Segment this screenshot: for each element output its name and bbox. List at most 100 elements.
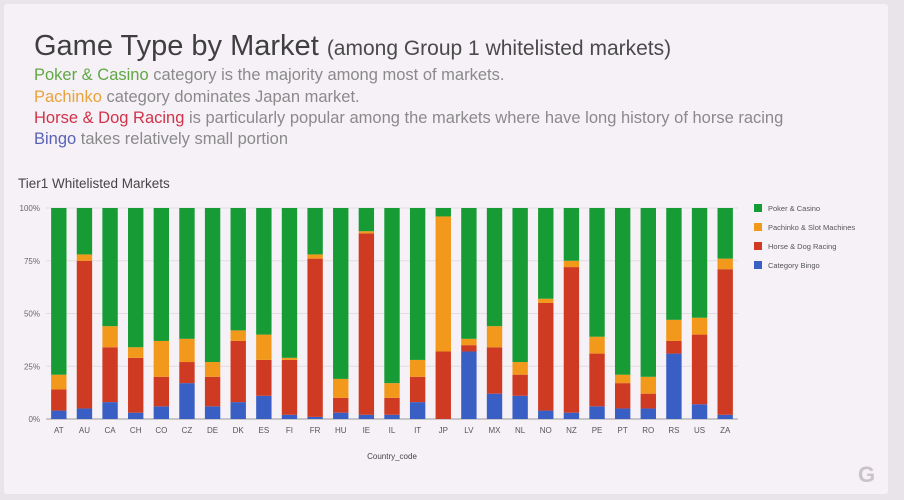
- bar-segment: [333, 397, 349, 413]
- y-tick-label: 75%: [24, 257, 40, 266]
- bar-segment: [384, 397, 400, 415]
- legend-swatch: [754, 204, 762, 212]
- bar-segment: [409, 402, 426, 419]
- bar-segment: [461, 351, 477, 419]
- bar-segment: [717, 414, 733, 419]
- bar-segment: [230, 340, 246, 403]
- bar-segment: [358, 233, 375, 415]
- bar-segment: [128, 357, 144, 413]
- bar-segment: [538, 302, 554, 411]
- x-axis-label: Country_code: [367, 452, 417, 461]
- bar-segment: [307, 416, 323, 419]
- x-tick-label: IE: [363, 426, 371, 435]
- bar-segment: [563, 208, 580, 261]
- x-tick-label: RS: [668, 426, 679, 435]
- note-poker-highlight: Poker & Casino: [34, 66, 149, 84]
- bar-segment: [384, 208, 400, 384]
- bar-segment: [76, 408, 93, 419]
- y-tick-label: 25%: [24, 362, 40, 371]
- chart-title: Tier1 Whitelisted Markets: [18, 176, 170, 191]
- note-horse: Horse & Dog Racing is particularly popul…: [34, 109, 783, 128]
- x-tick-label: DE: [207, 426, 218, 435]
- slide-title-suffix: (among Group 1 whitelisted markets): [326, 37, 672, 60]
- bar-segment: [128, 347, 144, 358]
- bar-segment: [256, 359, 272, 396]
- bar-segment: [51, 389, 67, 411]
- bar-segment: [435, 208, 451, 217]
- bar-segment: [179, 383, 195, 419]
- x-tick-label: CH: [130, 426, 142, 435]
- bar-segment: [538, 298, 554, 303]
- x-tick-label: ZA: [720, 426, 731, 435]
- bar-segment: [128, 412, 144, 419]
- bar-segment: [717, 208, 733, 259]
- bar-segment: [307, 258, 323, 417]
- x-tick-label: PT: [618, 426, 628, 435]
- x-tick-label: NO: [540, 426, 552, 435]
- bar-segment: [486, 208, 503, 327]
- bar-segment: [589, 406, 605, 419]
- bar-segment: [230, 330, 246, 341]
- bar-segment: [666, 208, 682, 320]
- bar-segment: [640, 376, 656, 394]
- bar-segment: [76, 208, 93, 255]
- note-bingo: Bingo takes relatively small portion: [34, 130, 288, 149]
- note-pachinko-text: category dominates Japan market.: [101, 88, 360, 106]
- slide-title: Game Type by Market (among Group 1 white…: [34, 30, 671, 63]
- y-tick-label: 0%: [28, 415, 40, 424]
- bar-segment: [281, 357, 298, 360]
- bar-segment: [691, 404, 708, 419]
- x-tick-label: IL: [389, 426, 396, 435]
- x-tick-label: HU: [335, 426, 347, 435]
- note-poker: Poker & Casino category is the majority …: [34, 66, 504, 85]
- x-tick-label: FI: [286, 426, 293, 435]
- bar-segment: [563, 267, 580, 413]
- bar-segment: [486, 326, 503, 348]
- x-tick-label: LV: [464, 426, 474, 435]
- note-bingo-text: takes relatively small portion: [76, 130, 289, 148]
- bar-segment: [281, 359, 298, 415]
- bar-segment: [512, 362, 528, 375]
- note-poker-text: category is the majority among most of m…: [148, 66, 505, 84]
- x-tick-label: PE: [592, 426, 603, 435]
- legend-swatch: [754, 242, 762, 250]
- bar-segment: [153, 208, 170, 341]
- bar-segment: [230, 402, 246, 419]
- x-tick-label: FR: [310, 426, 321, 435]
- x-tick-label: NL: [515, 426, 526, 435]
- x-tick-label: CO: [155, 426, 167, 435]
- x-tick-label: MX: [489, 426, 502, 435]
- note-horse-highlight: Horse & Dog Racing: [34, 109, 185, 127]
- x-tick-label: CA: [105, 426, 117, 435]
- bar-segment: [538, 208, 554, 299]
- bar-segment: [333, 378, 349, 398]
- slide-title-main: Game Type by Market: [34, 30, 319, 62]
- bar-segment: [461, 338, 477, 346]
- bar-segment: [691, 208, 708, 318]
- x-tick-label: RO: [642, 426, 654, 435]
- bar-segment: [563, 412, 580, 419]
- bar-segment: [461, 208, 477, 339]
- bar-segment: [512, 208, 528, 363]
- bar-segment: [384, 414, 400, 419]
- bar-segment: [358, 231, 375, 234]
- bar-segment: [230, 208, 246, 331]
- bar-segment: [666, 340, 682, 354]
- x-tick-label: AU: [79, 426, 90, 435]
- bar-segment: [640, 393, 656, 409]
- bar-segment: [256, 334, 272, 360]
- google-logo: G: [858, 462, 876, 487]
- x-tick-label: ES: [259, 426, 270, 435]
- bar-segment: [153, 340, 170, 377]
- bar-segment: [538, 410, 554, 419]
- bar-segment: [614, 374, 631, 384]
- bar-segment: [102, 208, 118, 327]
- bar-segment: [153, 406, 170, 419]
- bar-segment: [128, 208, 144, 348]
- bar-segment: [153, 376, 170, 407]
- bar-segment: [486, 347, 503, 394]
- bar-segment: [666, 353, 682, 419]
- bar-segment: [717, 269, 733, 415]
- bar-segment: [435, 351, 451, 419]
